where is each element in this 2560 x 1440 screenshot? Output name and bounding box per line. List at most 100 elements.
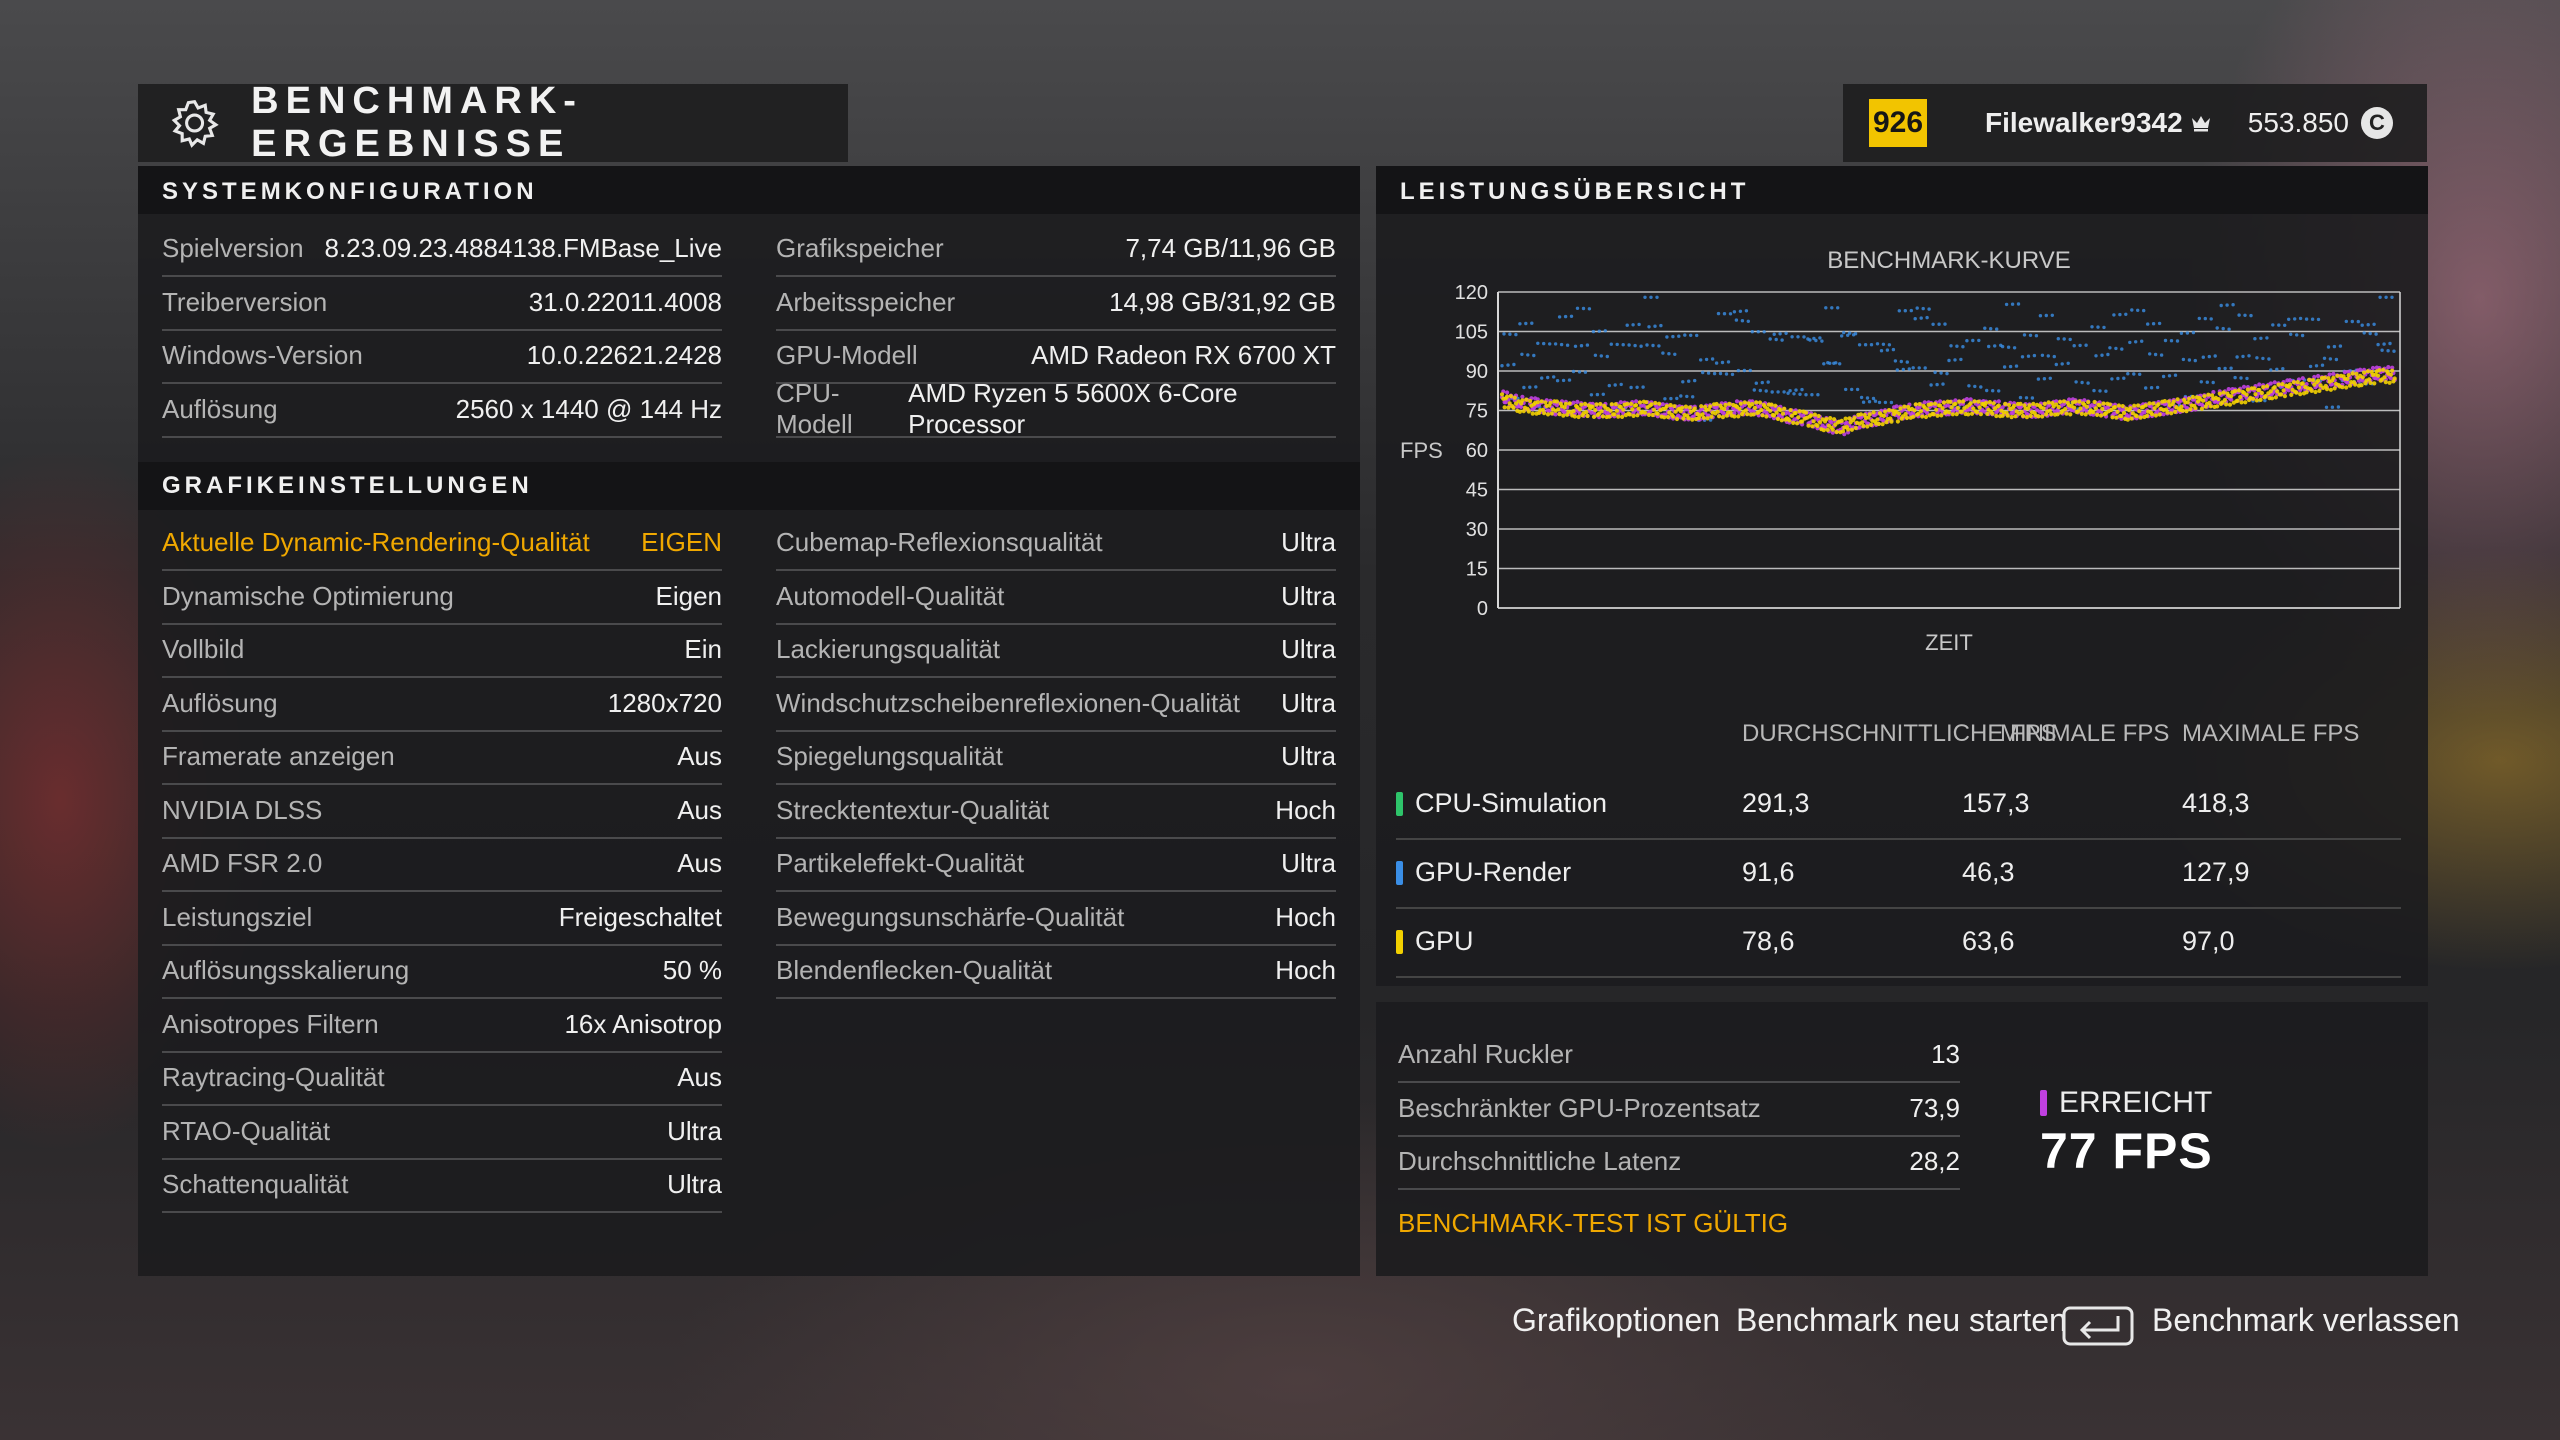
frame-fps-point xyxy=(1563,401,1568,406)
frame-fps-point xyxy=(1830,427,1835,432)
gpu-render-point xyxy=(2110,377,2114,381)
setting-label: Cubemap-Reflexionsqualität xyxy=(776,527,1103,557)
restart-benchmark-button[interactable]: Benchmark neu starten xyxy=(1736,1302,2067,1338)
gpu-render-point xyxy=(1512,362,1516,367)
frame-fps-point xyxy=(1754,400,1759,405)
gpu-render-point xyxy=(1941,382,1945,386)
gpu-fps-point xyxy=(2300,376,2305,381)
gpu-render-point xyxy=(1518,322,1522,326)
col-min-fps: MINIMALE FPS xyxy=(2000,720,2170,747)
frame-fps-point xyxy=(2328,387,2333,392)
gpu-render-point xyxy=(1830,306,1834,310)
frame-fps-point xyxy=(1977,405,1982,410)
gpu-render-point xyxy=(2126,372,2130,376)
frame-fps-point xyxy=(1723,402,1728,408)
frame-fps-point xyxy=(2298,392,2303,397)
frame-fps-point xyxy=(2018,401,2023,406)
frame-fps-point xyxy=(1846,427,1851,432)
gpu-render-point xyxy=(1728,312,1733,316)
frame-fps-point xyxy=(2390,368,2395,373)
gpu-render-point xyxy=(2173,373,2178,377)
gpu-render-point xyxy=(2277,323,2281,327)
gpu-render-point xyxy=(2157,321,2162,326)
frame-fps-point xyxy=(2116,403,2121,408)
gpu-render-point xyxy=(1895,368,1899,372)
setting-label: Automodell-Qualität xyxy=(776,580,1005,611)
frame-fps-point xyxy=(1847,416,1852,421)
frame-fps-point xyxy=(2354,371,2359,376)
setting-label: Schattenqualität xyxy=(162,1169,349,1199)
gpu-render-point xyxy=(1569,314,1574,318)
summary-row: Durchschnittliche Latenz 28,2 xyxy=(1398,1135,1960,1190)
performance-panel xyxy=(1376,166,2428,986)
setting-value: Ultra xyxy=(1281,687,1336,718)
frame-fps-point xyxy=(2259,390,2264,396)
frame-fps-point xyxy=(1929,402,1934,407)
frame-fps-point xyxy=(2313,389,2318,395)
frame-fps-point xyxy=(1768,408,1773,413)
gpu-render-point xyxy=(1607,383,1611,388)
gpu-render-point xyxy=(2203,316,2207,321)
frame-fps-point xyxy=(1631,413,1636,418)
gpu-render-point xyxy=(1591,329,1596,334)
gpu-render-point xyxy=(1514,332,1518,337)
frame-fps-point xyxy=(1985,411,1990,416)
frame-fps-point xyxy=(2091,410,2096,415)
frame-fps-point xyxy=(2173,409,2178,414)
exit-benchmark-button[interactable]: Benchmark verlassen xyxy=(2152,1302,2460,1338)
frame-fps-point xyxy=(2207,400,2212,405)
frame-fps-point xyxy=(1932,401,1938,406)
gpu-render-point xyxy=(2148,352,2152,356)
gpu-render-point xyxy=(2048,376,2052,380)
gpu-render-point xyxy=(1790,335,1794,339)
gpu-render-point xyxy=(1633,343,1637,348)
gpu-render-point xyxy=(1846,333,1850,337)
gpu-render-point xyxy=(1776,390,1780,394)
frame-fps-point xyxy=(1869,422,1874,427)
gpu-render-point xyxy=(2372,322,2376,326)
frame-fps-point xyxy=(1773,403,1778,408)
gpu-render-point xyxy=(2326,345,2331,349)
gpu-render-point xyxy=(1774,337,1778,342)
gpu-fps-point xyxy=(2388,376,2393,381)
gpu-render-point xyxy=(1889,400,1894,405)
avg-fps-value: 291,3 xyxy=(1742,788,1810,818)
gpu-render-point xyxy=(2219,303,2223,308)
left-panel xyxy=(138,166,1360,1276)
gpu-render-point xyxy=(1575,306,1580,310)
gpu-render-point xyxy=(1663,397,1667,401)
gpu-fps-point xyxy=(1938,399,1943,404)
gpu-render-point xyxy=(1571,369,1576,374)
gpu-render-point xyxy=(1706,371,1711,375)
gpu-render-point xyxy=(1921,306,1925,311)
frame-fps-point xyxy=(2268,389,2273,394)
frame-fps-point xyxy=(1860,420,1865,425)
gpu-render-point xyxy=(2281,367,2285,371)
frame-fps-point xyxy=(2013,414,2018,419)
gpu-render-point xyxy=(2124,312,2128,316)
frame-fps-point xyxy=(1806,423,1811,428)
frame-fps-point xyxy=(2138,415,2143,420)
frame-fps-point xyxy=(1600,414,1605,419)
gpu-render-point xyxy=(1557,315,1562,319)
frame-fps-point xyxy=(2114,415,2119,420)
graphics-options-button[interactable]: Grafikoptionen xyxy=(1512,1302,1721,1338)
gpu-render-point xyxy=(2108,346,2112,350)
frame-fps-point xyxy=(2202,394,2207,399)
achieved-value: 77 FPS xyxy=(2040,1123,2213,1179)
frame-fps-point xyxy=(1530,411,1535,416)
gpu-render-point xyxy=(2237,313,2241,317)
gpu-render-point xyxy=(1748,368,1752,373)
gpu-render-point xyxy=(1814,338,1818,343)
frame-fps-point xyxy=(2031,401,2036,406)
frame-fps-point xyxy=(2150,412,2155,417)
frame-fps-point xyxy=(1861,423,1866,428)
frame-fps-point xyxy=(2250,396,2256,401)
frame-fps-point xyxy=(1871,410,1876,415)
frame-fps-point xyxy=(2112,405,2118,410)
frame-fps-point xyxy=(1683,404,1688,409)
frame-fps-point xyxy=(1649,402,1654,407)
frame-fps-point xyxy=(1562,405,1567,410)
frame-fps-point xyxy=(1699,404,1704,409)
gpu-render-point xyxy=(2163,338,2168,343)
